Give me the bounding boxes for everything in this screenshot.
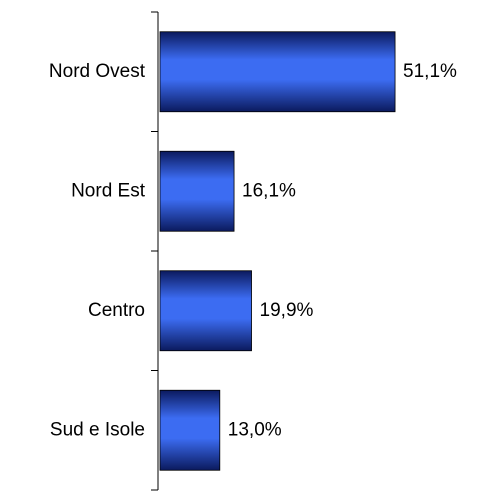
value-label: 51,1% <box>403 61 457 82</box>
category-label: Nord Ovest <box>49 61 146 82</box>
value-label: 13,0% <box>228 419 282 440</box>
value-label: 16,1% <box>242 180 296 201</box>
category-label: Sud e Isole <box>50 419 145 440</box>
category-label: Nord Est <box>71 180 146 201</box>
bar <box>159 270 252 352</box>
bar <box>159 31 396 113</box>
category-label: Centro <box>88 300 145 321</box>
bar <box>159 389 221 471</box>
bar <box>159 150 235 232</box>
value-label: 19,9% <box>260 300 314 321</box>
